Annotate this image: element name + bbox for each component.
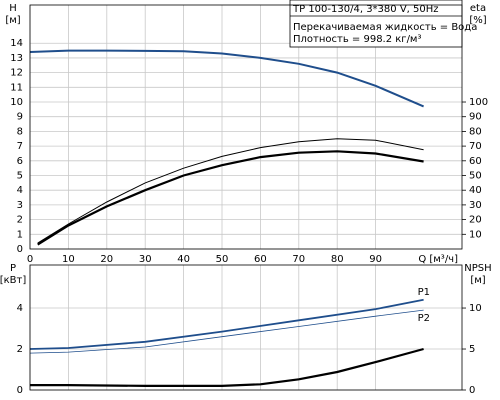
y2-axis-label: NPSH bbox=[464, 263, 491, 274]
x-tick-label: 50 bbox=[216, 254, 229, 265]
x-tick-label: 10 bbox=[62, 254, 75, 265]
plot-frame-top bbox=[29, 4, 463, 250]
y2-tick-label: 10 bbox=[469, 303, 482, 314]
curve-label: P1 bbox=[418, 287, 430, 298]
y-tick-label: 3 bbox=[17, 200, 23, 211]
x-tick-label: 30 bbox=[139, 254, 152, 265]
y2-tick-label: 20 bbox=[469, 215, 482, 226]
y-tick-label: 4 bbox=[17, 185, 23, 196]
y-tick-label: 11 bbox=[10, 82, 23, 93]
y-tick-label: 6 bbox=[17, 156, 23, 167]
y-tick-label: 1 bbox=[17, 229, 23, 240]
y2-tick-label: 30 bbox=[469, 200, 482, 211]
y-axis-unit: [кВт] bbox=[0, 275, 26, 286]
x-tick-label: 0 bbox=[27, 254, 33, 265]
y-tick-label: 10 bbox=[10, 97, 23, 108]
y2-axis-unit: [%] bbox=[469, 15, 486, 26]
annotation: Перекачиваемая жидкость = Вода bbox=[293, 22, 477, 33]
x-axis-label: Q [м³/ч] bbox=[418, 254, 458, 265]
y-tick-label: 0 bbox=[17, 244, 23, 255]
y-axis-label: P bbox=[10, 263, 16, 274]
x-tick-label: 80 bbox=[331, 254, 344, 265]
curve bbox=[29, 309, 424, 354]
y2-tick-label: 80 bbox=[469, 126, 482, 137]
x-tick-label: 70 bbox=[292, 254, 305, 265]
curve bbox=[30, 347, 424, 387]
y-tick-label: 9 bbox=[17, 112, 23, 123]
y-axis-unit: [м] bbox=[5, 15, 20, 26]
curve-label: P2 bbox=[418, 313, 430, 324]
y-tick-label: 0 bbox=[17, 385, 23, 396]
y2-tick-label: 100 bbox=[469, 97, 488, 108]
x-tick-label: 60 bbox=[254, 254, 267, 265]
x-tick-label: 20 bbox=[100, 254, 113, 265]
y2-tick-label: 90 bbox=[469, 112, 482, 123]
curve bbox=[37, 138, 424, 244]
curve-layer bbox=[29, 49, 424, 387]
y2-tick-label: 10 bbox=[469, 229, 482, 240]
y-tick-label: 2 bbox=[17, 215, 23, 226]
y2-tick-label: 60 bbox=[469, 156, 482, 167]
curve bbox=[29, 298, 424, 350]
y-tick-label: 4 bbox=[17, 303, 23, 314]
annotation: TP 100-130/4, 3*380 V, 50Hz bbox=[292, 4, 439, 15]
y-axis-label: H bbox=[9, 3, 17, 14]
y-tick-label: 2 bbox=[17, 344, 23, 355]
y2-axis-unit: [м] bbox=[470, 275, 485, 286]
y-tick-label: 8 bbox=[17, 126, 23, 137]
y-tick-label: 12 bbox=[10, 68, 23, 79]
x-tick-label: 90 bbox=[369, 254, 382, 265]
text-layer: 0 10 20 30 40 50 60 70 80 90012345678910111213141… bbox=[0, 3, 492, 396]
y2-tick-label: 70 bbox=[469, 141, 482, 152]
y-tick-label: 5 bbox=[17, 171, 23, 182]
annotation: Плотность = 998.2 кг/м³ bbox=[293, 34, 422, 45]
curve bbox=[37, 150, 424, 246]
y2-tick-label: 5 bbox=[469, 344, 475, 355]
grid-layer bbox=[29, 5, 466, 391]
y2-tick-label: 40 bbox=[469, 185, 482, 196]
y-tick-label: 14 bbox=[10, 38, 23, 49]
y2-tick-label: 50 bbox=[469, 171, 482, 182]
y2-tick-label: 0 bbox=[469, 385, 475, 396]
x-tick-label: 40 bbox=[177, 254, 190, 265]
y2-axis-label: eta bbox=[470, 3, 486, 14]
header-box bbox=[289, 0, 463, 48]
curve bbox=[29, 49, 424, 108]
y-tick-label: 13 bbox=[10, 53, 23, 64]
y-tick-label: 7 bbox=[17, 141, 23, 152]
plot-frame-bottom bbox=[29, 264, 463, 391]
